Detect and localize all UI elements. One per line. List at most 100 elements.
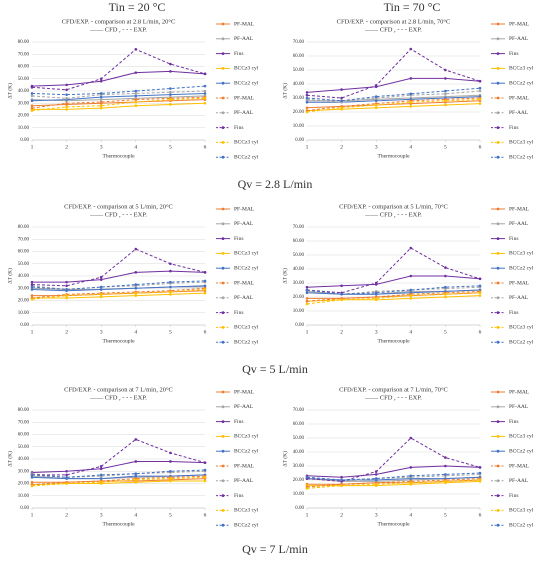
data-point xyxy=(478,79,482,83)
data-point xyxy=(409,288,413,292)
legend-marker xyxy=(496,37,500,41)
data-point xyxy=(340,292,343,296)
x-tick-label: 5 xyxy=(444,329,447,335)
data-point xyxy=(340,88,343,91)
legend-label: BCCz3 cyl xyxy=(509,508,534,514)
legend-label: PF-AAL xyxy=(234,110,254,116)
data-point xyxy=(134,104,138,107)
data-point xyxy=(478,277,482,281)
x-tick-label: 1 xyxy=(31,512,34,518)
chart-subtitle: —— CFD , - - - EXP. xyxy=(364,394,422,401)
data-point xyxy=(409,474,413,478)
data-point xyxy=(169,98,172,101)
data-point xyxy=(30,109,34,112)
legend-marker xyxy=(496,296,500,300)
data-point xyxy=(169,90,172,94)
y-tick-label: 0.00 xyxy=(20,506,29,511)
legend-label: BCCz3 cyl xyxy=(234,434,259,440)
column-header: Tin = 70 °C xyxy=(384,0,441,14)
series-line xyxy=(306,473,481,482)
data-point xyxy=(340,106,343,110)
legend-label: PF-MAL xyxy=(509,463,530,469)
legend-label: PF-MAL xyxy=(509,21,530,27)
x-tick-label: 3 xyxy=(375,512,378,518)
data-point xyxy=(30,294,34,297)
data-point xyxy=(409,466,413,469)
series-line xyxy=(31,248,206,287)
data-point xyxy=(305,288,309,292)
x-tick-label: 6 xyxy=(204,144,207,150)
data-point xyxy=(203,291,207,295)
legend-label: BCCz2 cyl xyxy=(234,522,259,528)
data-point xyxy=(30,285,34,289)
data-point xyxy=(305,91,309,94)
series-line xyxy=(31,474,206,480)
y-tick-label: 40.00 xyxy=(18,89,30,94)
legend-marker xyxy=(221,81,225,85)
series-line xyxy=(32,270,206,283)
data-point xyxy=(134,291,138,295)
legend-label: PF-AAL xyxy=(509,110,529,116)
data-point xyxy=(169,477,172,480)
data-point xyxy=(65,284,68,288)
series-line xyxy=(31,48,206,91)
series-line xyxy=(32,292,206,299)
series-line xyxy=(306,476,481,481)
legend-marker xyxy=(496,22,500,26)
data-point xyxy=(305,106,309,110)
legend-marker xyxy=(496,67,500,70)
data-point xyxy=(99,473,103,477)
data-point xyxy=(99,278,103,281)
data-point xyxy=(134,474,138,478)
legend-label: Fins xyxy=(234,51,243,57)
legend-marker xyxy=(221,126,225,129)
y-tick-label: 50.00 xyxy=(293,253,305,258)
series-line xyxy=(31,480,205,486)
legend-marker xyxy=(496,494,500,497)
x-tick-label: 6 xyxy=(479,512,482,518)
data-point xyxy=(30,297,34,301)
data-point xyxy=(30,476,34,479)
legend-label: PF-MAL xyxy=(509,389,530,395)
data-point xyxy=(203,288,207,291)
data-point xyxy=(99,98,103,101)
legend-marker xyxy=(221,420,225,423)
data-point xyxy=(30,484,34,488)
data-point xyxy=(169,70,172,73)
data-point xyxy=(444,92,447,96)
legend-label: PF-AAL xyxy=(234,295,254,301)
x-axis-label: Thermocouple xyxy=(102,338,135,344)
legend-marker xyxy=(221,67,225,70)
legend-marker xyxy=(221,340,225,344)
data-point xyxy=(203,279,207,283)
chart-subtitle: —— CFD , - - - EXP. xyxy=(89,394,147,401)
y-tick-label: 40.00 xyxy=(18,274,30,279)
legend-label: Fins xyxy=(509,493,518,499)
x-tick-label: 3 xyxy=(100,144,103,150)
data-point xyxy=(30,86,34,89)
data-point xyxy=(134,94,138,98)
chart-title: CFD/EXP. - comparison at 7 L/min, 20°C xyxy=(64,386,173,393)
data-point xyxy=(134,438,138,441)
row-label: Qv = 5 L/min xyxy=(242,362,308,376)
data-point xyxy=(134,247,138,251)
legend-label: PF-AAL xyxy=(234,36,254,42)
legend-label: BCCz2 cyl xyxy=(509,448,534,454)
x-axis-label: Thermocouple xyxy=(102,521,135,527)
series-line xyxy=(31,460,206,473)
x-tick-label: 6 xyxy=(479,144,482,150)
data-point xyxy=(134,283,138,286)
y-tick-label: 0.00 xyxy=(295,506,304,511)
data-point xyxy=(478,291,482,295)
legend-label: BCCz3 cyl xyxy=(509,434,534,440)
data-point xyxy=(478,478,482,482)
legend-label: BCCz2 cyl xyxy=(234,448,259,454)
data-point xyxy=(374,99,378,103)
data-point xyxy=(99,480,103,484)
data-point xyxy=(444,464,447,468)
y-tick-label: 10.00 xyxy=(293,492,305,497)
legend-marker xyxy=(221,266,225,270)
series-line xyxy=(306,286,481,295)
series-line xyxy=(306,295,481,302)
legend-marker xyxy=(221,252,225,255)
